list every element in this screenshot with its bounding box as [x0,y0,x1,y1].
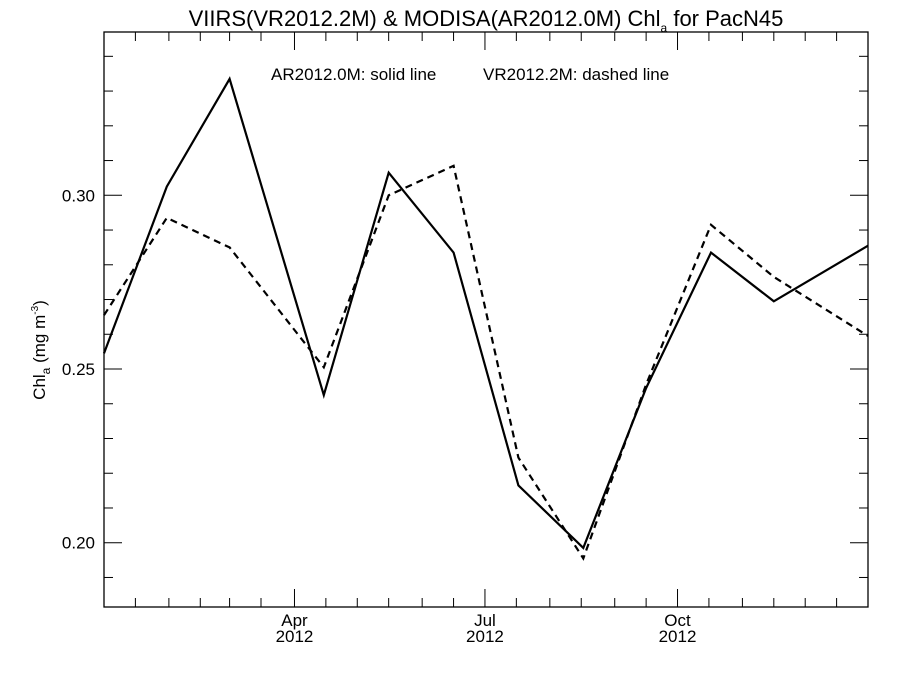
series-line-dashed [103,164,869,561]
y-tick-label: 0.30 [62,186,95,205]
ylabel-subscript: a [39,367,53,374]
x-tick-label-month: Apr [281,611,308,630]
annotation-solid: AR2012.0M: solid line [271,65,436,84]
title-suffix: for PacN45 [667,6,783,31]
ylabel-suffix: ) [30,300,49,306]
chart-title: VIIRS(VR2012.2M) & MODISA(AR2012.0M) Chl… [189,6,784,35]
title-prefix: VIIRS(VR2012.2M) & MODISA(AR2012.0M) Chl [189,6,661,31]
plot-border [103,31,869,608]
y-axis-label: Chla (mg m-3) [30,300,53,400]
x-tick-label-year: 2012 [659,627,697,646]
series-line-solid [102,76,869,550]
annotation-dashed: VR2012.2M: dashed line [483,65,669,84]
x-tick-label-month: Oct [664,611,691,630]
ylabel-middle: (mg m [30,315,49,368]
x-tick-label-year: 2012 [276,627,314,646]
ylabel-superscript: -3 [30,305,41,314]
plot-frame [103,31,869,608]
y-tick-label: 0.20 [62,534,95,553]
ylabel-prefix: Chl [30,374,49,400]
y-tick-label: 0.25 [62,360,95,379]
x-tick-label-year: 2012 [466,627,504,646]
y-axis-ticks: 0.20 0.25 0.30 [62,55,868,578]
series-lines [102,76,869,561]
title-subscript: a [661,21,668,35]
x-tick-label-month: Jul [474,611,496,630]
